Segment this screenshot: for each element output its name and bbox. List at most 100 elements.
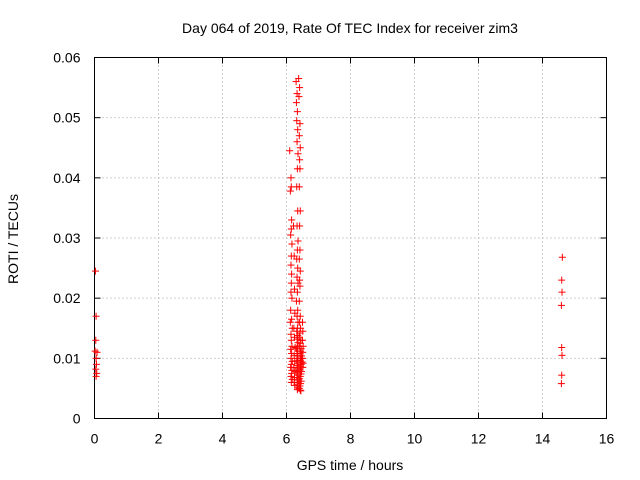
data-point: [92, 365, 100, 373]
data-point: [287, 372, 295, 380]
data-point: [293, 288, 301, 296]
y-axis-tick-labels: 0 0.01 0.02 0.03 0.04 0.05 0.06: [53, 50, 80, 427]
data-point: [296, 312, 304, 320]
data-point: [296, 120, 304, 128]
data-point: [294, 150, 302, 158]
data-point: [558, 351, 566, 359]
data-point: [296, 246, 304, 254]
data-point: [92, 312, 100, 320]
data-point: [288, 216, 296, 224]
data-point: [293, 90, 301, 98]
x-tick-label: 10: [407, 431, 423, 447]
data-point: [296, 144, 304, 152]
data-point: [294, 279, 302, 287]
data-point: [299, 348, 307, 356]
data-point: [287, 261, 295, 269]
x-axis-title: GPS time / hours: [297, 457, 404, 473]
data-point: [295, 75, 303, 83]
y-tick-label: 0.06: [53, 50, 80, 66]
data-point: [288, 294, 296, 302]
data-point: [91, 267, 99, 275]
data-point: [92, 372, 100, 380]
data-point: [287, 330, 295, 338]
data-point: [287, 345, 295, 353]
data-point: [558, 344, 566, 352]
data-point: [295, 183, 303, 191]
data-point: [292, 99, 300, 107]
data-point: [288, 369, 296, 377]
data-point: [290, 363, 298, 371]
data-point: [296, 386, 304, 394]
data-points: [91, 75, 566, 395]
data-point: [558, 288, 566, 296]
y-tick-label: 0.01: [53, 350, 80, 366]
data-point: [295, 333, 303, 341]
x-axis-tick-labels: 0 2 4 6 8 10 12 14 16: [91, 431, 615, 447]
data-point: [295, 255, 303, 263]
axis-ticks: [94, 57, 607, 419]
y-axis-title: ROTI / TECUs: [5, 194, 21, 284]
y-tick-label: 0.05: [53, 110, 80, 126]
data-point: [299, 336, 306, 344]
data-point: [287, 174, 295, 182]
data-point: [299, 342, 307, 350]
data-point: [92, 336, 100, 344]
data-point: [92, 360, 100, 368]
data-point: [295, 132, 303, 140]
data-point: [557, 380, 565, 388]
data-point: [296, 329, 304, 337]
data-point: [294, 306, 302, 314]
x-tick-label: 0: [91, 431, 99, 447]
data-point: [299, 354, 306, 362]
x-tick-label: 6: [283, 431, 291, 447]
data-point: [288, 240, 296, 248]
data-point: [290, 351, 298, 359]
data-point: [286, 318, 294, 326]
y-tick-label: 0.04: [53, 170, 80, 186]
data-point: [297, 387, 305, 395]
data-point: [296, 165, 304, 173]
data-point: [299, 363, 307, 371]
y-tick-label: 0.03: [53, 230, 80, 246]
data-point: [296, 267, 304, 275]
x-tick-label: 12: [471, 431, 487, 447]
data-point: [288, 315, 296, 323]
data-point: [296, 207, 304, 215]
x-tick-label: 16: [599, 431, 615, 447]
data-point: [558, 276, 566, 284]
x-tick-label: 2: [155, 431, 163, 447]
data-point: [287, 231, 295, 239]
data-point: [296, 276, 304, 284]
data-point: [295, 297, 303, 305]
data-point: [295, 93, 303, 101]
data-point: [293, 327, 301, 335]
data-point: [286, 147, 294, 155]
data-point: [296, 156, 304, 164]
data-point: [294, 237, 302, 245]
data-point: [294, 126, 302, 134]
data-point: [296, 222, 304, 230]
data-point: [287, 279, 295, 287]
data-point: [286, 187, 294, 195]
data-point: [299, 327, 307, 335]
data-point: [288, 270, 296, 278]
grid: [94, 57, 607, 419]
x-tick-label: 8: [347, 431, 355, 447]
data-point: [93, 369, 101, 377]
data-point: [287, 336, 295, 344]
data-point: [287, 306, 295, 314]
data-point: [296, 282, 304, 290]
data-point: [299, 318, 306, 326]
data-point: [92, 354, 100, 362]
x-tick-label: 14: [535, 431, 551, 447]
data-point: [558, 371, 566, 379]
data-point: [558, 253, 566, 261]
y-tick-label: 0: [73, 411, 81, 427]
data-point: [93, 348, 101, 356]
data-point: [557, 301, 565, 309]
y-tick-label: 0.02: [53, 290, 80, 306]
x-tick-label: 4: [219, 431, 227, 447]
data-point: [291, 285, 298, 293]
data-point: [293, 117, 301, 125]
